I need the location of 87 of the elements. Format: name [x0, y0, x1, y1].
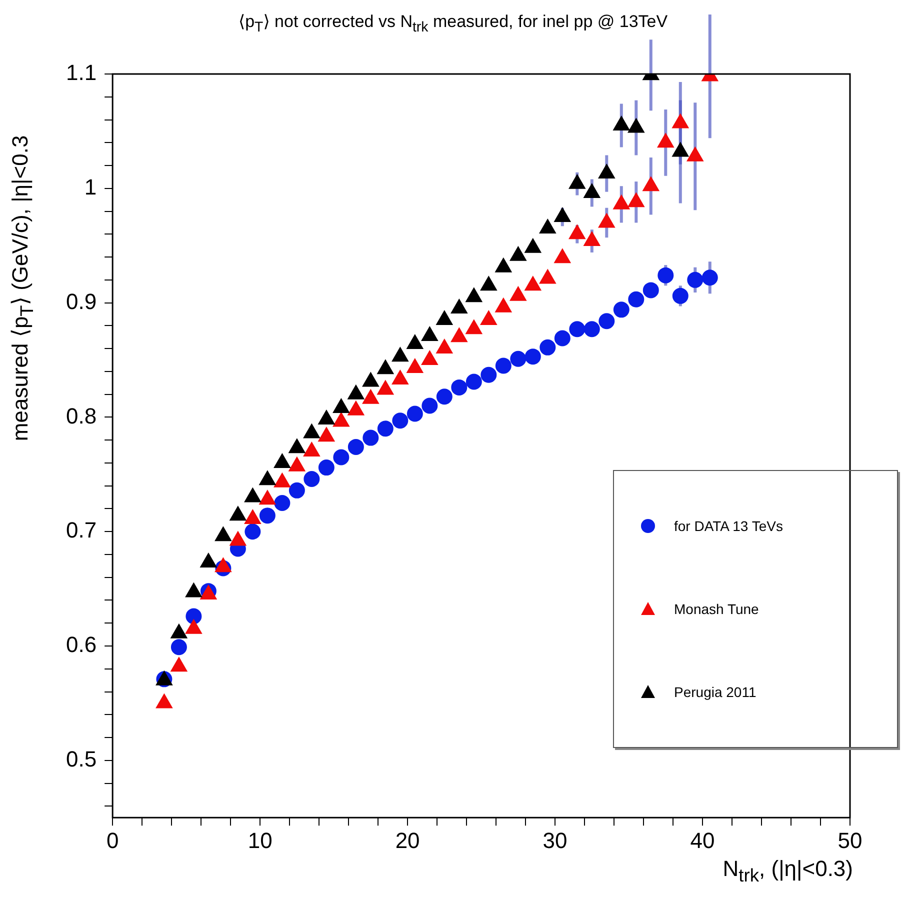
- chart-title: ⟨p$_{T}$⟩ not corrected vs N$_{trk}$ measured, for inel pp @ 13TeV: [237, 12, 669, 36]
- point: [274, 472, 290, 488]
- point: [244, 510, 261, 524]
- point: [672, 114, 689, 128]
- x-axis-title: N$_{trk}$, (|η|<0.3): [722, 856, 853, 886]
- point: [230, 506, 246, 521]
- point: [657, 133, 674, 148]
- point: [510, 246, 526, 261]
- y-tick-label: 0.7: [66, 518, 97, 543]
- x-tick-label: 40: [690, 828, 715, 853]
- point: [598, 213, 615, 228]
- x-tick-label: 20: [395, 828, 420, 853]
- point: [450, 299, 468, 314]
- point: [170, 624, 188, 638]
- point: [450, 328, 468, 342]
- point: [642, 176, 660, 192]
- point: [362, 389, 379, 404]
- point: [259, 470, 276, 486]
- point: [421, 326, 438, 341]
- point: [185, 582, 202, 598]
- y-tick-label: 1: [84, 174, 97, 200]
- point: [214, 558, 232, 572]
- point: [584, 183, 600, 198]
- point: [348, 384, 364, 400]
- point: [200, 552, 217, 568]
- point: [539, 218, 556, 234]
- point: [288, 456, 306, 472]
- point: [554, 208, 571, 222]
- point: [288, 438, 306, 454]
- point: [406, 358, 424, 374]
- point: [274, 453, 290, 468]
- point: [406, 334, 424, 349]
- point: [524, 238, 542, 253]
- point: [568, 224, 586, 240]
- point: [436, 310, 453, 325]
- y-tick-label: 0.8: [66, 403, 97, 428]
- point: [332, 412, 350, 427]
- point: [510, 286, 526, 301]
- point: [170, 657, 188, 672]
- point: [214, 526, 232, 542]
- point: [303, 424, 320, 438]
- x-tick-label: 30: [542, 828, 568, 853]
- legend-label: for DATA 13 TeVs: [674, 518, 783, 534]
- point: [185, 619, 202, 634]
- point: [524, 276, 542, 291]
- point: [259, 490, 276, 505]
- point: [436, 339, 453, 354]
- point: [598, 164, 615, 179]
- point: [613, 116, 630, 130]
- point: [392, 370, 408, 384]
- point: [539, 269, 556, 284]
- y-tick-label: 1.1: [66, 60, 97, 86]
- point: [156, 694, 172, 708]
- point: [628, 192, 644, 208]
- point: [303, 442, 320, 457]
- point: [466, 320, 482, 334]
- legend-label: Perugia 2011: [674, 684, 756, 700]
- point: [348, 400, 364, 416]
- point: [613, 194, 630, 210]
- point: [584, 232, 600, 246]
- point: [672, 142, 689, 157]
- x-tick-label: 10: [248, 828, 272, 853]
- y-tick-label: 0.5: [66, 746, 97, 772]
- point: [377, 360, 394, 374]
- point: [686, 146, 704, 162]
- point: [362, 372, 379, 387]
- point: [230, 531, 246, 546]
- point: [332, 398, 350, 414]
- y-tick-label: 0.9: [66, 288, 97, 314]
- point: [568, 174, 586, 189]
- legend-label: Monash Tune: [674, 600, 759, 617]
- point: [377, 380, 394, 395]
- point: [466, 288, 482, 302]
- point: [480, 310, 497, 325]
- point: [495, 298, 512, 312]
- point: [628, 118, 644, 133]
- x-tick-label: 0: [106, 828, 119, 853]
- point: [554, 248, 571, 264]
- point: [480, 276, 497, 291]
- point: [392, 347, 408, 362]
- point: [244, 488, 261, 502]
- point: [318, 410, 335, 424]
- point: [495, 258, 512, 272]
- x-tick-label: 50: [838, 828, 862, 853]
- y-tick-label: 0.6: [66, 632, 97, 658]
- point: [421, 350, 438, 365]
- point: [318, 427, 335, 442]
